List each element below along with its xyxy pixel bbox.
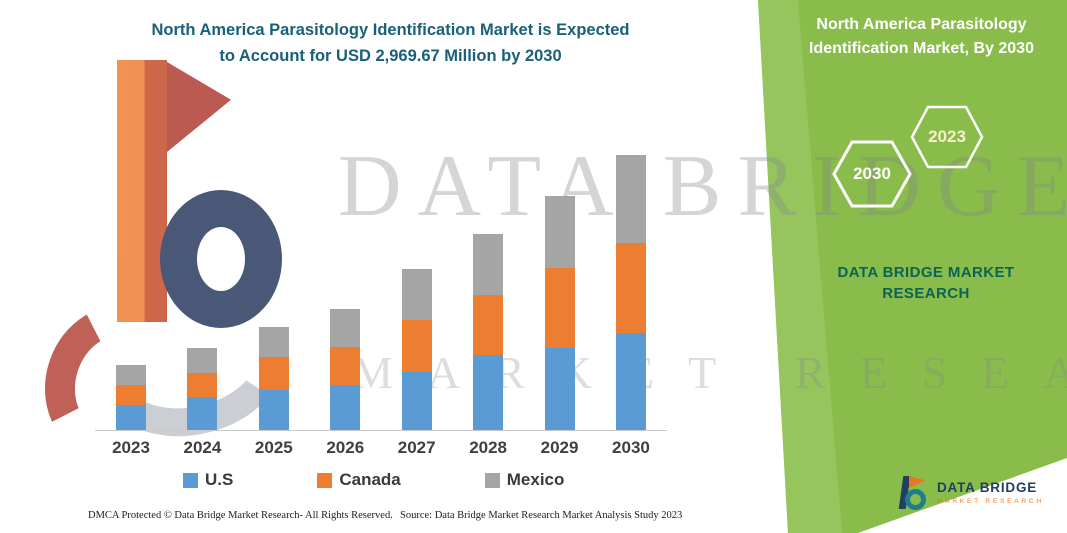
- bar-segment-canada-2030: [615, 243, 646, 333]
- bar-column-2029: [528, 196, 592, 430]
- stacked-bar-2025: [258, 327, 289, 430]
- bar-column-2024: [170, 348, 234, 430]
- side-panel-brand-line1: DATA BRIDGE MARKET: [837, 264, 1015, 281]
- logo-teal-ring: [905, 489, 926, 510]
- stacked-bar-2024: [187, 348, 218, 430]
- x-axis-label-2025: 2025: [254, 438, 293, 457]
- dbmr-logo-text: DATA BRIDGE MARKET RESEARCH: [937, 476, 1044, 512]
- bar-column-2028: [456, 234, 520, 430]
- x-axis-labels: 2023 2024 2025 2026 2027 2028 2029 2030: [95, 438, 667, 458]
- chart-legend: U.S Canada Mexico: [183, 470, 667, 490]
- side-panel-brand-text: DATA BRIDGE MARKET RESEARCH: [826, 262, 1026, 304]
- bar-column-2026: [313, 309, 377, 430]
- side-panel-brand-line2: RESEARCH: [882, 285, 970, 302]
- stacked-bar-2028: [473, 234, 504, 430]
- logo-orange-triangle: [909, 476, 926, 488]
- bar-segment-us-2025: [258, 390, 289, 430]
- x-axis-label-2027: 2027: [397, 438, 436, 457]
- legend-swatch-canada: [317, 472, 333, 488]
- bar-column-2030: [599, 155, 663, 430]
- x-axis-label-2029: 2029: [540, 438, 579, 457]
- plot-area: [95, 150, 667, 431]
- bar-segment-mexico-2028: [473, 234, 504, 295]
- hexagon-2023: 2023: [908, 103, 986, 171]
- bar-segment-canada-2025: [258, 357, 289, 390]
- side-panel-heading: North America Parasitology Identificatio…: [784, 13, 1059, 61]
- legend-item-canada: Canada: [317, 470, 401, 490]
- legend-label-mexico: Mexico: [506, 470, 565, 489]
- bar-column-2023: [99, 365, 163, 430]
- bar-segment-us-2029: [544, 348, 575, 430]
- bar-segment-canada-2024: [187, 373, 218, 397]
- footer-source-text: Source: Data Bridge Market Research Mark…: [400, 510, 683, 521]
- stacked-bar-2023: [116, 365, 146, 430]
- legend-swatch-us: [183, 472, 198, 488]
- bar-segment-mexico-2026: [330, 309, 361, 347]
- hexagon-2030: 2030: [830, 138, 914, 210]
- dbmr-logo-glyph-icon: [897, 476, 929, 512]
- bar-segment-us-2027: [401, 372, 432, 430]
- bar-segment-canada-2026: [330, 347, 361, 385]
- bar-segment-canada-2023: [116, 385, 146, 405]
- bar-segment-us-2030: [615, 333, 646, 430]
- hexagon-2030-outline: [832, 140, 912, 208]
- legend-swatch-mexico: [484, 472, 500, 488]
- stacked-bar-2026: [330, 309, 361, 430]
- stacked-bar-2029: [544, 196, 575, 430]
- bar-segment-mexico-2029: [544, 196, 575, 268]
- side-panel-heading-line2: Identification Market, By 2030: [809, 40, 1034, 57]
- bar-segment-mexico-2025: [258, 327, 289, 357]
- x-axis-label-2030: 2030: [612, 438, 650, 457]
- bar-segment-canada-2027: [401, 320, 432, 372]
- legend-item-us: U.S: [183, 470, 233, 490]
- bar-segment-us-2023: [116, 405, 146, 430]
- x-axis-label-2028: 2028: [469, 438, 508, 457]
- bar-segment-mexico-2027: [401, 269, 432, 320]
- chart-title: North America Parasitology Identificatio…: [88, 18, 693, 69]
- bar-column-2025: [242, 327, 306, 430]
- dbmr-logo-name: DATA BRIDGE: [937, 480, 1038, 495]
- x-axis-label-2026: 2026: [326, 438, 365, 457]
- hexagon-2023-label: 2023: [928, 127, 966, 146]
- stacked-bar-2030: [615, 155, 646, 430]
- bar-segment-us-2024: [187, 397, 218, 430]
- legend-label-canada: Canada: [339, 470, 401, 489]
- bar-segment-mexico-2030: [615, 155, 646, 243]
- dbmr-logo-sub: MARKET RESEARCH: [937, 498, 1044, 505]
- bar-segment-us-2026: [330, 385, 361, 430]
- x-axis-label-2023: 2023: [112, 438, 150, 457]
- bar-segment-us-2028: [473, 355, 504, 430]
- bar-column-2027: [385, 269, 449, 430]
- dbmr-logo: DATA BRIDGE MARKET RESEARCH: [897, 476, 1044, 512]
- hexagon-2030-label: 2030: [853, 164, 891, 183]
- hexagon-2023-outline: [910, 105, 984, 169]
- stacked-bar-chart: 2023 2024 2025 2026 2027 2028 2029 2030 U.S Cana…: [95, 150, 667, 490]
- legend-item-mexico: Mexico: [484, 470, 565, 490]
- side-panel-heading-line1: North America Parasitology: [816, 16, 1027, 33]
- bar-segment-mexico-2024: [187, 348, 218, 373]
- chart-title-line2: to Account for USD 2,969.67 Million by 2…: [219, 46, 562, 65]
- bar-segment-canada-2028: [473, 295, 504, 355]
- stacked-bar-2027: [401, 269, 432, 430]
- legend-label-us: U.S: [205, 470, 234, 489]
- bar-segment-mexico-2023: [116, 365, 146, 385]
- footer-dmca-text: DMCA Protected © Data Bridge Market Rese…: [88, 510, 393, 521]
- logo-red-flag: [167, 62, 231, 152]
- x-axis-label-2024: 2024: [183, 438, 222, 457]
- chart-title-line1: North America Parasitology Identificatio…: [151, 21, 630, 39]
- bar-segment-canada-2029: [544, 268, 575, 348]
